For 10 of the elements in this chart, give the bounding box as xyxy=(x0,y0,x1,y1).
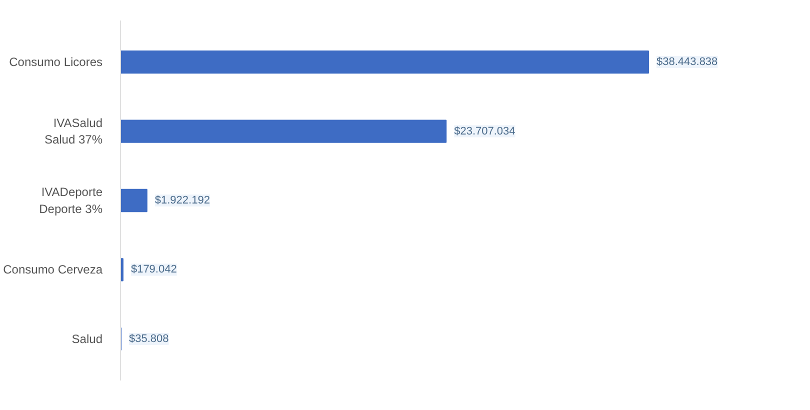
y-tick-label: IVADeporte Deporte 3% xyxy=(39,185,103,216)
y-tick-label: Consumo Licores xyxy=(9,55,102,70)
data-label: $23.707.034 xyxy=(454,125,516,138)
data-label: $179.042 xyxy=(130,264,177,276)
data-label: $1.922.192 xyxy=(154,194,210,206)
y-tick-label: Consumo Cerveza xyxy=(3,262,103,277)
y-tick-label: IVASalud Salud 37% xyxy=(44,116,103,147)
data-label: $35.808 xyxy=(128,332,169,345)
y-tick-label: Salud xyxy=(72,332,103,346)
data-label: $38.443.838 xyxy=(656,56,718,68)
